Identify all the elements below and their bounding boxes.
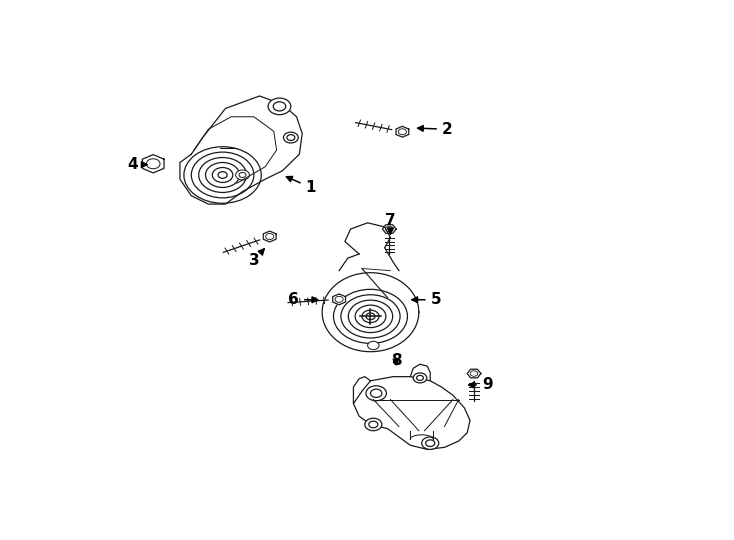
Circle shape xyxy=(268,98,291,114)
Text: 6: 6 xyxy=(288,292,318,307)
Polygon shape xyxy=(322,273,419,352)
Polygon shape xyxy=(142,154,164,173)
Polygon shape xyxy=(396,126,409,137)
Text: 4: 4 xyxy=(128,157,147,172)
Text: 7: 7 xyxy=(385,213,396,234)
Text: 5: 5 xyxy=(412,292,441,307)
Text: 9: 9 xyxy=(469,377,493,393)
Circle shape xyxy=(413,373,426,383)
Circle shape xyxy=(236,170,250,180)
Circle shape xyxy=(368,341,379,349)
Text: 3: 3 xyxy=(249,249,264,268)
Text: 8: 8 xyxy=(390,353,401,368)
Polygon shape xyxy=(180,96,302,204)
Polygon shape xyxy=(264,231,276,242)
Circle shape xyxy=(366,386,386,401)
Circle shape xyxy=(365,418,382,431)
Circle shape xyxy=(283,132,298,143)
Polygon shape xyxy=(468,369,481,378)
Text: 2: 2 xyxy=(418,122,453,137)
Circle shape xyxy=(421,437,439,449)
Text: 1: 1 xyxy=(286,177,316,195)
Polygon shape xyxy=(333,294,346,305)
Polygon shape xyxy=(354,377,470,449)
Polygon shape xyxy=(382,225,396,233)
